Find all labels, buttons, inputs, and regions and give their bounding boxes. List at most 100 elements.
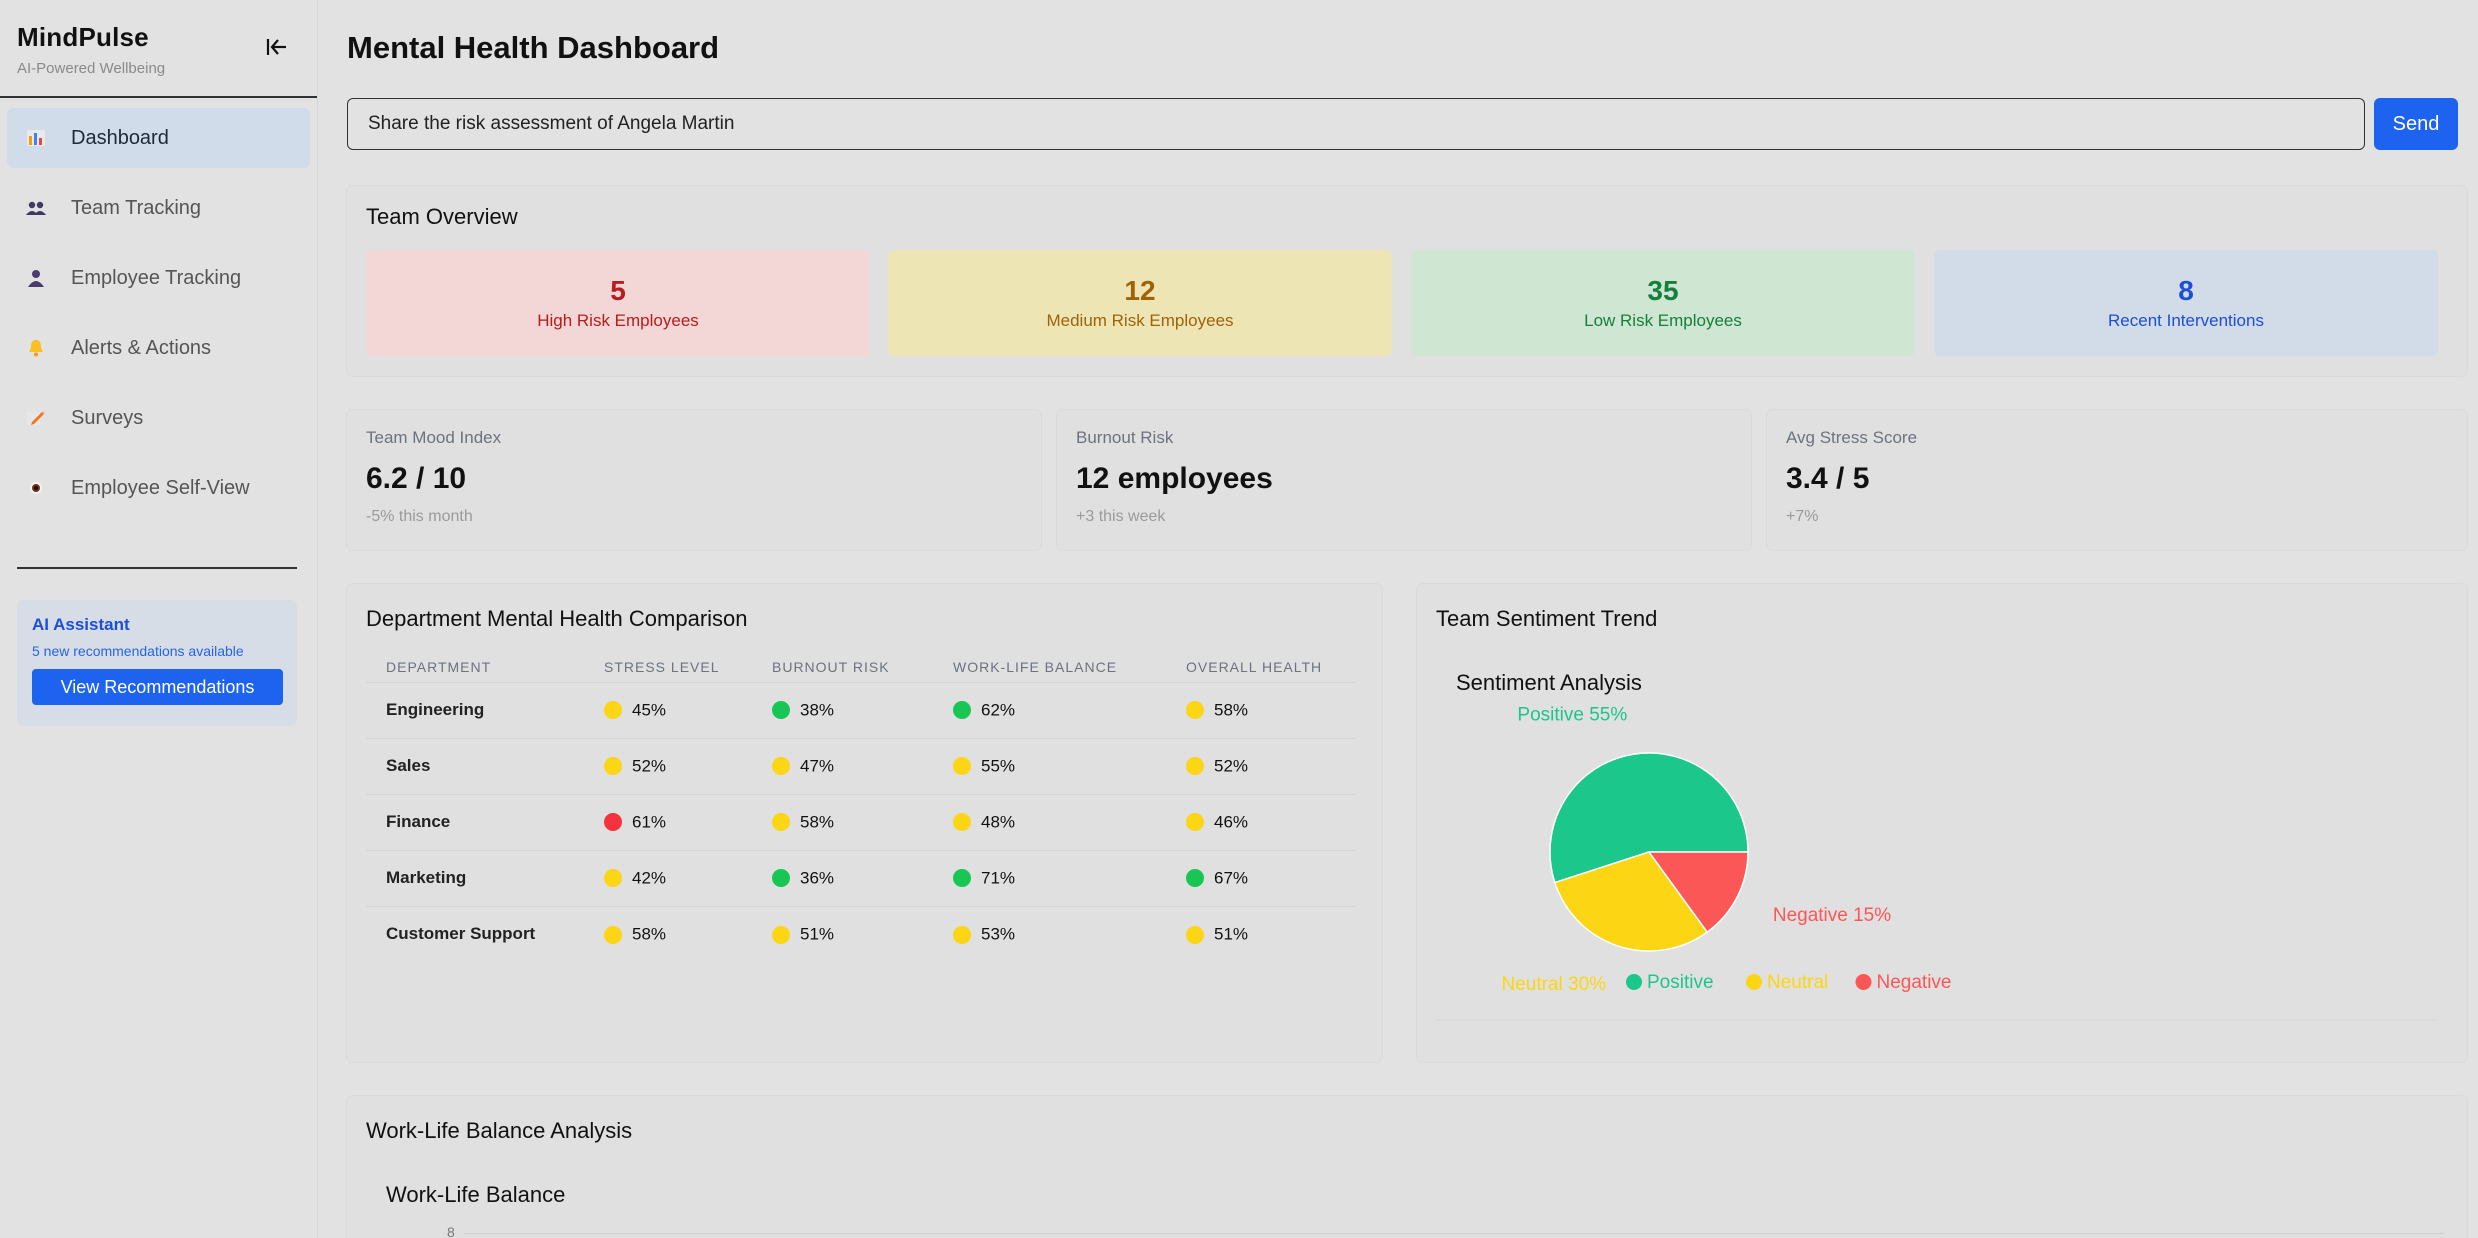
- cell-value: 38%: [800, 700, 835, 720]
- metric-label: Team Mood Index: [366, 428, 502, 447]
- status-dot-icon: [1186, 757, 1204, 776]
- department-name: Sales: [366, 737, 584, 794]
- sidebar-nav: Dashboard Team Tracking Employee Trackin…: [0, 98, 317, 518]
- status-dot-icon: [1186, 869, 1204, 888]
- status-dot-icon: [1186, 813, 1204, 832]
- status-dot-icon: [953, 869, 971, 888]
- column-header: STRESS LEVEL: [604, 658, 720, 675]
- department-comparison-title: Department Mental Health Comparison: [366, 606, 748, 631]
- ai-assistant-title: AI Assistant: [32, 615, 130, 634]
- legend-dot-icon: [1626, 974, 1642, 990]
- low-risk-count: 35: [1647, 275, 1679, 306]
- sidebar: MindPulse AI-Powered Wellbeing Dashboard…: [0, 0, 318, 1238]
- pie-slice-neutral[interactable]: [1553, 851, 1709, 952]
- status-dot-icon: [953, 701, 971, 720]
- sentiment-chart-title: Sentiment Analysis: [1456, 670, 1642, 695]
- collapse-sidebar-icon[interactable]: [264, 34, 290, 60]
- sidebar-item-team-tracking[interactable]: Team Tracking: [7, 178, 310, 238]
- legend-item-label[interactable]: Negative: [1877, 972, 1952, 993]
- sentiment-trend-title: Team Sentiment Trend: [1436, 606, 1658, 631]
- sidebar-item-alerts-actions[interactable]: Alerts & Actions: [7, 318, 310, 378]
- table-cell: 55%: [933, 737, 1166, 794]
- sidebar-item-label: Surveys: [71, 406, 144, 429]
- table-cell: 58%: [752, 793, 933, 850]
- table-row: Finance 61% 58% 48% 46%: [366, 793, 1356, 850]
- ai-assistant-panel: AI Assistant 5 new recommendations avail…: [17, 600, 297, 726]
- table-cell: 47%: [752, 737, 933, 794]
- cell-value: 48%: [981, 812, 1016, 832]
- metric-delta: +3 this week: [1076, 508, 1166, 525]
- sidebar-item-label: Dashboard: [71, 126, 169, 149]
- main-content: Mental Health Dashboard Send Team Overvi…: [318, 0, 2478, 1238]
- cell-value: 51%: [1214, 924, 1249, 944]
- sentiment-pie-chart: Positive 55% Neutral 30% Negative 15% Posit…: [1436, 705, 2436, 1021]
- cell-value: 52%: [1214, 756, 1249, 776]
- low-risk-card[interactable]: 35 Low Risk Employees: [1411, 250, 1915, 356]
- cell-value: 61%: [632, 812, 667, 832]
- status-dot-icon: [772, 757, 790, 776]
- query-input[interactable]: [347, 98, 2365, 150]
- metric-label: Avg Stress Score: [1786, 428, 1918, 447]
- pie-slice-label: Negative 15%: [1773, 905, 1891, 926]
- cell-value: 67%: [1214, 868, 1249, 888]
- cell-value: 58%: [800, 812, 835, 832]
- status-dot-icon: [772, 869, 790, 888]
- recent-interventions-label: Recent Interventions: [2108, 311, 2264, 330]
- department-table: DEPARTMENT STRESS LEVEL BURNOUT RISK WOR…: [366, 652, 1356, 962]
- table-cell: 61%: [584, 793, 752, 850]
- view-recommendations-button[interactable]: View Recommendations: [32, 669, 283, 705]
- column-header: BURNOUT RISK: [772, 658, 890, 675]
- send-button[interactable]: Send: [2374, 98, 2458, 150]
- cell-value: 47%: [800, 756, 835, 776]
- status-dot-icon: [604, 701, 622, 720]
- cell-value: 55%: [981, 756, 1016, 776]
- high-risk-label: High Risk Employees: [537, 311, 699, 330]
- cell-value: 51%: [800, 924, 835, 944]
- metric-value: 12 employees: [1076, 462, 1273, 495]
- pie-slice-positive[interactable]: [1549, 752, 1749, 884]
- medium-risk-card[interactable]: 12 Medium Risk Employees: [888, 250, 1392, 356]
- work-life-chart-title: Work-Life Balance: [386, 1182, 566, 1207]
- sidebar-item-label: Employee Tracking: [71, 266, 242, 289]
- table-cell: 36%: [752, 849, 933, 906]
- work-life-balance-card: Work-Life Balance Analysis Work-Life Bal…: [347, 1096, 2467, 1238]
- sidebar-item-dashboard[interactable]: Dashboard: [7, 108, 310, 168]
- cell-value: 45%: [632, 700, 667, 720]
- metric-value: 3.4 / 5: [1786, 462, 1870, 495]
- cell-value: 58%: [632, 924, 667, 944]
- legend-item-label[interactable]: Neutral: [1767, 972, 1828, 993]
- table-cell: 67%: [1166, 849, 1356, 906]
- pie-slice-label: Neutral 30%: [1501, 974, 1606, 995]
- recent-interventions-card[interactable]: 8 Recent Interventions: [1934, 250, 2438, 356]
- status-dot-icon: [604, 813, 622, 832]
- high-risk-card[interactable]: 5 High Risk Employees: [366, 250, 870, 356]
- legend-dot-icon: [1746, 974, 1762, 990]
- status-dot-icon: [604, 757, 622, 776]
- table-cell: 38%: [752, 681, 933, 738]
- sidebar-item-employee-tracking[interactable]: Employee Tracking: [7, 248, 310, 308]
- status-dot-icon: [1186, 925, 1204, 944]
- team-mood-card: Team Mood Index 6.2 / 10 -5% this month: [347, 410, 1041, 550]
- y-tick-label: 8: [447, 1224, 455, 1238]
- medium-risk-label: Medium Risk Employees: [1046, 311, 1234, 330]
- sidebar-item-employee-self-view[interactable]: Employee Self-View: [7, 458, 310, 518]
- cell-value: 46%: [1214, 812, 1249, 832]
- table-cell: 58%: [584, 905, 752, 962]
- legend-item-label[interactable]: Positive: [1647, 972, 1714, 993]
- sidebar-item-surveys[interactable]: Surveys: [7, 388, 310, 448]
- metric-value: 6.2 / 10: [366, 462, 467, 495]
- table-cell: 42%: [584, 849, 752, 906]
- table-cell: 62%: [933, 681, 1166, 738]
- pie-slice-negative[interactable]: [1647, 851, 1749, 934]
- table-cell: 51%: [1166, 905, 1356, 962]
- recent-interventions-count: 8: [2178, 275, 2194, 306]
- brand-name: MindPulse: [17, 22, 149, 52]
- person-icon: [26, 268, 46, 288]
- cell-value: 36%: [800, 868, 835, 888]
- status-dot-icon: [772, 925, 790, 944]
- team-overview-title: Team Overview: [366, 204, 518, 229]
- column-header: OVERALL HEALTH: [1186, 658, 1323, 675]
- table-row: Sales 52% 47% 55% 52%: [366, 737, 1356, 794]
- department-name: Engineering: [366, 681, 584, 738]
